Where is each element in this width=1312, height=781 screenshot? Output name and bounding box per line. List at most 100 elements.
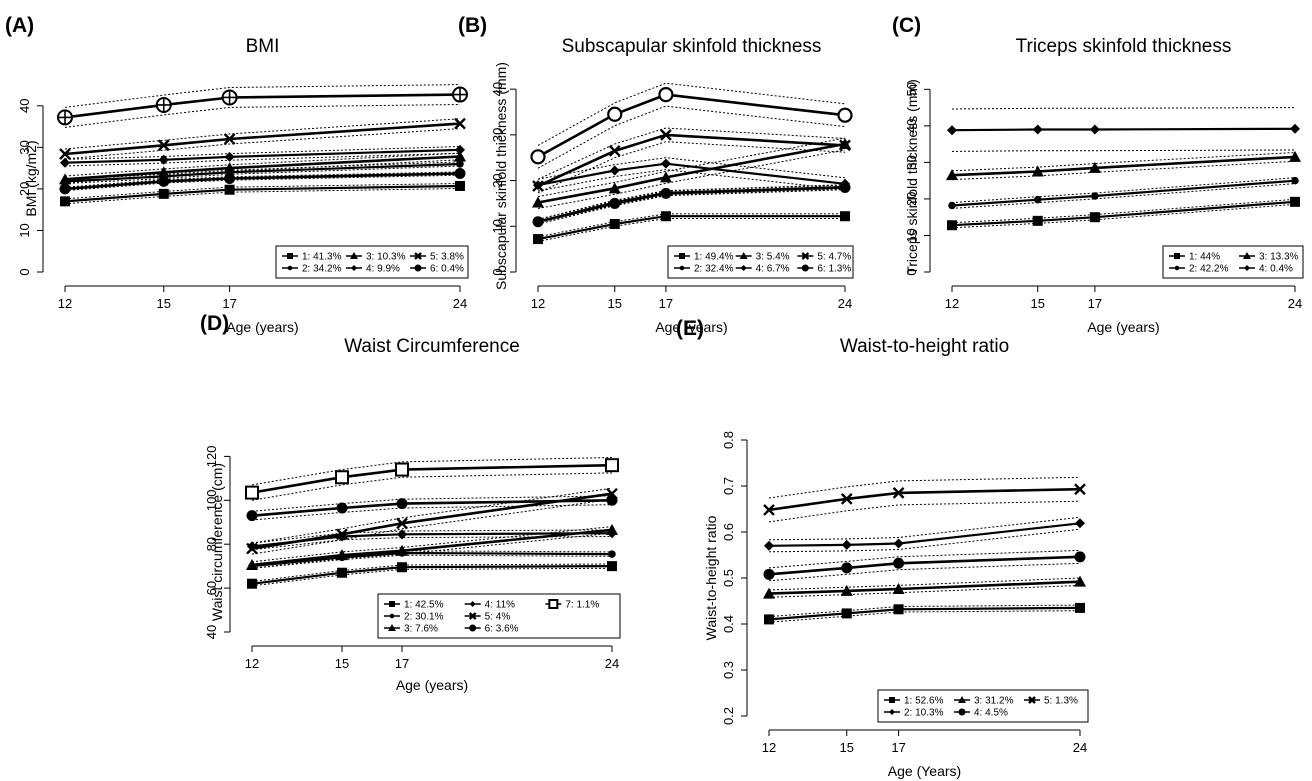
marker-triangle [532, 196, 544, 208]
legend-entry: 4: 11% [464, 600, 515, 611]
data-point [609, 197, 621, 209]
series-5 [59, 117, 466, 160]
legend-entry: 3: 13.3% [1239, 252, 1299, 263]
marker-square [60, 196, 70, 207]
x-tick-label: 12 [762, 740, 776, 755]
confidence-band [64, 84, 461, 108]
series-line [251, 492, 613, 550]
data-point [839, 139, 851, 152]
marker-triangle [454, 150, 466, 162]
legend-label: 3: 10.3% [366, 252, 406, 263]
legend: 1: 42.5%2: 30.1%3: 7.6% 4: 11%5: 4%6: 3.6… [377, 593, 621, 639]
data-point [60, 157, 70, 168]
data-point [608, 145, 621, 157]
data-point [532, 216, 544, 228]
series-1 [247, 561, 617, 589]
x-tick-label: 24 [605, 656, 619, 671]
data-point [763, 587, 775, 599]
data-point [1088, 161, 1101, 173]
y-tick-label: 50 [904, 82, 919, 96]
data-point [246, 542, 258, 555]
marker-diamond [947, 125, 957, 136]
y-tick-label: 20 [490, 173, 505, 187]
confidence-band [64, 104, 461, 128]
marker-square [337, 567, 347, 578]
data-point [1089, 212, 1100, 223]
data-point [157, 139, 170, 152]
data-point [455, 144, 465, 155]
series-4 [947, 107, 1300, 152]
marker-square [660, 211, 671, 222]
series-4 [763, 549, 1086, 582]
marker-cross [468, 612, 477, 620]
data-point [893, 604, 904, 615]
legend-label: 6: 1.3% [817, 264, 851, 275]
confidence-band [768, 500, 1081, 523]
y-tick-label: 10 [904, 228, 919, 242]
data-point [1291, 176, 1299, 185]
data-point [455, 180, 465, 191]
marker-triangle [946, 169, 958, 181]
marker-diamond [469, 601, 476, 607]
data-point [57, 109, 73, 126]
series-7 [530, 82, 853, 169]
legend-label: 1: 42.5% [404, 600, 444, 611]
data-point [224, 151, 235, 162]
legend: 1: 44%2: 42.2% 3: 13.3%4: 0.4% [1162, 245, 1304, 279]
data-point [223, 162, 236, 174]
legend-entry: 5: 4.7% [797, 252, 851, 263]
confidence-band [64, 165, 461, 184]
marker-diamond [893, 538, 904, 549]
legend-entry: 4: 0.4% [1239, 264, 1293, 275]
marker-diamond [397, 529, 407, 540]
legend-entry: 6: 3.6% [464, 624, 519, 635]
chart-panel-5: (E) Waist-to-height ratio 0.2 0.3 0.4 0.5 0.6 0… [676, 317, 1089, 779]
data-point [336, 502, 348, 514]
data-point [454, 150, 466, 162]
series-line [768, 522, 1081, 547]
y-tick-label: 0.7 [721, 477, 736, 495]
series-line [768, 487, 1081, 512]
legend-label: 1: 49.4% [694, 252, 734, 263]
data-point [395, 462, 409, 477]
marker-circle [763, 568, 775, 580]
confidence-band [768, 584, 1081, 598]
series-3 [763, 575, 1086, 599]
marker-cross [157, 139, 170, 152]
series-line [64, 93, 461, 119]
y-tick-label: 40 [17, 99, 32, 113]
confidence-band [537, 82, 846, 146]
y-tick-label: 0.2 [721, 707, 736, 725]
confidence-band [251, 487, 613, 544]
legend-label: 4: 11% [485, 600, 515, 611]
data-point [947, 220, 957, 231]
marker-square [1075, 602, 1085, 613]
data-point [59, 148, 71, 160]
x-tick-label: 12 [245, 656, 259, 671]
marker-triangle [157, 166, 170, 178]
data-point [452, 86, 468, 103]
legend-entry: 1: 41.3% [282, 252, 342, 263]
data-point [607, 528, 617, 539]
confidence-band [251, 563, 613, 582]
data-point [246, 510, 258, 522]
legend-box [877, 689, 1089, 723]
marker-square [841, 608, 852, 619]
marker-diamond [1075, 518, 1085, 529]
chart-title: BMI [246, 36, 280, 57]
series-5 [246, 487, 618, 555]
x-tick-label: 24 [1288, 296, 1302, 311]
legend-entry: 4: 4.5% [954, 708, 1008, 719]
marker-square-open [245, 485, 259, 500]
marker-square [1032, 215, 1043, 226]
data-point [1032, 124, 1043, 135]
data-point [837, 107, 853, 123]
data-point [456, 160, 464, 168]
series-4 [60, 144, 465, 168]
data-point [59, 183, 71, 195]
marker-circle [839, 181, 851, 193]
x-tick-label: 24 [1073, 740, 1087, 755]
series-5 [532, 127, 851, 194]
confidence-band [64, 152, 461, 177]
